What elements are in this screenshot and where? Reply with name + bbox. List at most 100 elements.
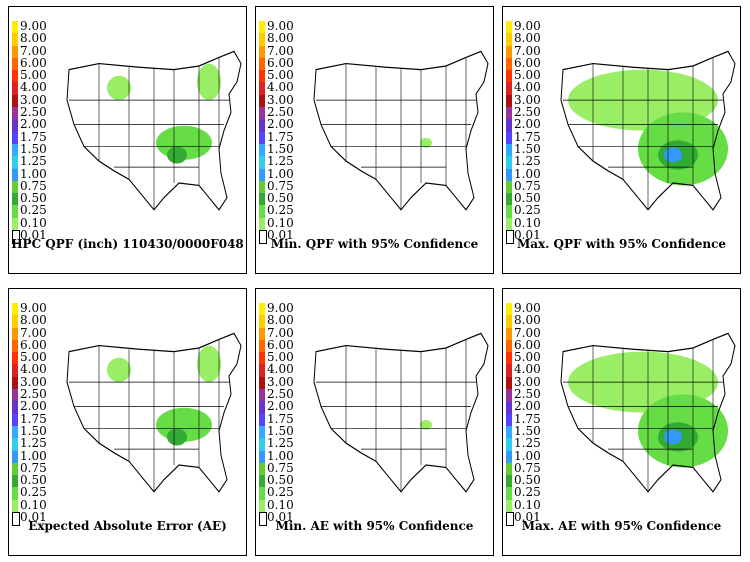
legend-label: 0.50 [514, 473, 541, 488]
legend-swatch [259, 193, 265, 206]
legend-label: 2.00 [267, 117, 294, 132]
legend-label: 0.25 [20, 485, 47, 500]
precip-area [167, 146, 187, 164]
legend-swatch [12, 303, 18, 316]
legend-swatch [506, 376, 512, 390]
legend-label: 3.00 [20, 92, 47, 107]
legend-label: 6.00 [514, 337, 541, 352]
legend-swatch [12, 131, 18, 144]
legend-row: 6.00 [259, 57, 319, 71]
legend-label: 4.00 [514, 362, 541, 377]
legend-swatch [12, 413, 18, 426]
legend-row: 1.50 [506, 141, 566, 157]
legend-label: 2.50 [20, 105, 47, 120]
legend-swatch [506, 401, 512, 414]
country-outline [313, 332, 489, 493]
legend-label: 8.00 [20, 31, 47, 46]
legend-label: 7.00 [20, 325, 47, 340]
legend-swatch [12, 512, 20, 527]
legend-swatch [506, 475, 512, 488]
legend-row: 0.75 [259, 180, 319, 194]
legend-swatch [12, 217, 18, 231]
legend-swatch [506, 143, 512, 157]
legend-row: 2.50 [259, 388, 319, 402]
legend-swatch [506, 119, 512, 132]
legend-label: 0.25 [514, 485, 541, 500]
legend-swatch [506, 425, 512, 439]
legend-label: 1.00 [20, 448, 47, 463]
legend-swatch [12, 364, 18, 377]
legend-label: 1.00 [514, 448, 541, 463]
legend-row: 0.75 [259, 462, 319, 476]
legend-row: 9.00 [259, 19, 319, 34]
legend-row: 0.01 [12, 511, 72, 527]
legend-label: 5.00 [267, 350, 294, 365]
map-panel: 9.00 8.00 7.00 6.00 5.00 4.00 3.00 2.50 2.00 1.75… [8, 288, 247, 556]
legend-label: 2.50 [20, 387, 47, 402]
legend-row: 2.50 [12, 105, 72, 120]
legend-swatch [12, 352, 18, 365]
legend-row: 2.00 [259, 400, 319, 414]
map-panel: 9.00 8.00 7.00 6.00 5.00 4.00 3.00 2.50 2.00 1.75… [502, 288, 741, 556]
legend-label: 1.50 [514, 423, 541, 438]
legend-swatch [506, 315, 512, 328]
legend-label: 3.00 [20, 374, 47, 389]
legend-swatch [12, 339, 18, 353]
legend-swatch [506, 156, 512, 169]
legend-row: 1.00 [259, 450, 319, 463]
legend-label: 3.00 [514, 92, 541, 107]
legend-label: 2.50 [267, 105, 294, 120]
legend-label: 0.25 [267, 203, 294, 218]
legend-label: 0.10 [514, 497, 541, 512]
legend-label: 9.00 [267, 19, 294, 33]
legend-row: 4.00 [259, 80, 319, 95]
map-panel: 9.00 8.00 7.00 6.00 5.00 4.00 3.00 2.50 2.00 1.75… [255, 6, 494, 274]
legend-swatch [506, 82, 512, 95]
legend-label: 4.00 [267, 80, 294, 95]
legend-swatch [259, 205, 265, 218]
panel-caption: Max. AE with 95% Confidence [521, 519, 722, 533]
legend-label: 2.00 [20, 399, 47, 414]
color-legend: 9.00 8.00 7.00 6.00 5.00 4.00 3.00 2.50 2.00 1.75… [259, 19, 319, 245]
legend-swatch [506, 364, 512, 377]
legend-swatch [506, 94, 512, 108]
legend-swatch [506, 462, 512, 476]
color-legend: 9.00 8.00 7.00 6.00 5.00 4.00 3.00 2.50 2.00 1.75… [506, 20, 566, 245]
legend-row: 3.00 [259, 94, 319, 108]
legend-swatch [259, 57, 265, 71]
legend-swatch [259, 425, 265, 439]
legend-swatch [506, 45, 512, 58]
legend-label: 0.50 [267, 191, 294, 206]
legend-label: 1.50 [514, 141, 541, 156]
legend-label: 5.00 [20, 350, 47, 365]
legend-label: 5.00 [514, 68, 541, 83]
legend-swatch [12, 327, 18, 340]
legend-row: 1.25 [259, 155, 319, 169]
legend-swatch [12, 401, 18, 414]
legend-label: 0.50 [20, 191, 47, 206]
legend-row: 2.00 [259, 117, 319, 132]
legend-label: 9.00 [267, 301, 294, 315]
country-outline [66, 50, 242, 211]
legend-swatch [506, 339, 512, 353]
legend-label: 3.00 [514, 374, 541, 389]
precip-area [420, 419, 432, 430]
legend-row: 0.50 [506, 192, 566, 206]
precip-area [420, 137, 432, 148]
legend-label: 1.25 [267, 436, 294, 451]
us-map [553, 309, 738, 504]
legend-row: 0.25 [506, 485, 566, 500]
legend-row: 8.00 [506, 32, 566, 46]
legend-swatch [259, 303, 265, 316]
legend-label: 0.10 [20, 497, 47, 512]
legend-row: 4.00 [12, 80, 72, 95]
legend-swatch [12, 315, 18, 328]
legend-label: 4.00 [20, 80, 47, 95]
precip-area [664, 147, 682, 163]
legend-label: 1.00 [20, 166, 47, 181]
legend-label: 1.00 [514, 166, 541, 181]
legend-swatch [259, 70, 265, 83]
legend-swatch [12, 143, 18, 157]
legend-label: 4.00 [267, 362, 294, 377]
legend-label: 0.75 [20, 178, 47, 193]
